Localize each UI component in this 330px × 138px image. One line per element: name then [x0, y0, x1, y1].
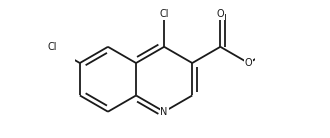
- Text: O: O: [216, 9, 224, 19]
- Text: Cl: Cl: [159, 9, 169, 19]
- Text: N: N: [160, 107, 168, 117]
- Text: Cl: Cl: [47, 42, 56, 52]
- Text: O: O: [245, 58, 252, 68]
